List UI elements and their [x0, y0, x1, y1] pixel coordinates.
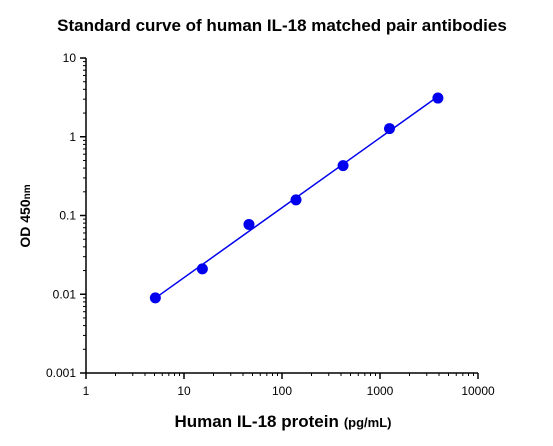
y-tick-label: 0.001	[46, 366, 76, 380]
data-point	[383, 123, 395, 135]
data-point	[243, 218, 255, 230]
axes	[85, 58, 478, 374]
data-point	[290, 194, 302, 206]
x-tick-label: 100	[272, 384, 292, 398]
x-axis-label-unit: (pg/mL)	[344, 415, 392, 430]
y-tick-label: 0.01	[53, 287, 77, 301]
x-tick-label: 1	[83, 384, 90, 398]
data-point	[196, 263, 208, 275]
y-axis-label-main: OD 450	[17, 199, 33, 247]
chart-title: Standard curve of human IL-18 matched pa…	[57, 16, 507, 35]
data-point	[149, 292, 161, 304]
x-tick-label: 10000	[461, 384, 495, 398]
x-axis-label: Human IL-18 protein (pg/mL)	[174, 412, 391, 431]
y-axis-label: OD 450nm	[17, 184, 33, 247]
x-axis-label-main: Human IL-18 protein	[174, 412, 338, 431]
data-point	[432, 92, 444, 104]
marks	[149, 92, 444, 304]
x-tick-label: 10	[177, 384, 191, 398]
y-tick-label: 0.1	[59, 209, 76, 223]
y-axis-label-sub: nm	[22, 184, 33, 199]
y-tick-label: 1	[69, 130, 76, 144]
x-tick-label: 1000	[367, 384, 394, 398]
data-point	[337, 160, 349, 172]
ticks: 1 10 100 1000 10000 0.001 0.01 0.1 1 10	[46, 51, 495, 398]
y-tick-label: 10	[63, 51, 77, 65]
